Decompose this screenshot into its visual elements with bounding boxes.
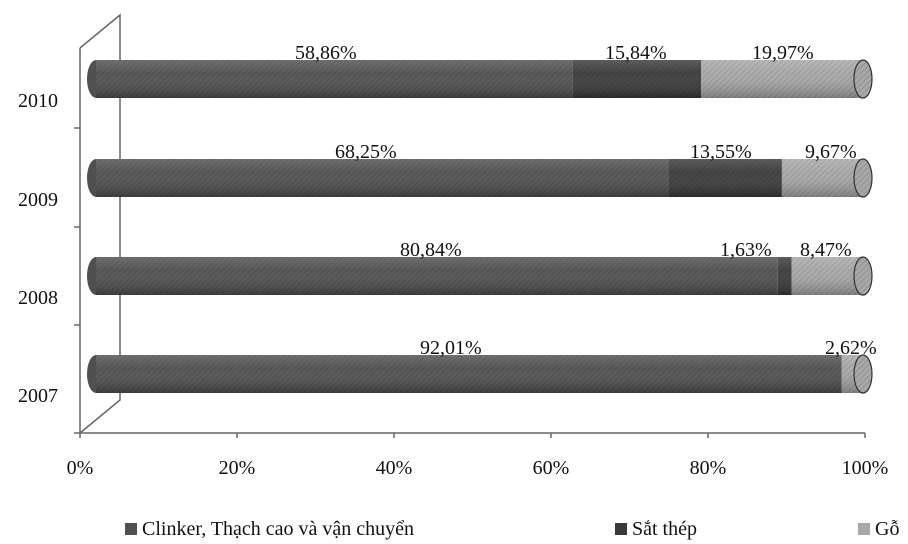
y-tick-label: 2009	[18, 189, 58, 211]
x-tick-label: 100%	[842, 457, 889, 479]
y-tick-label: 2008	[18, 287, 58, 309]
bar-right-cap-texture	[854, 257, 872, 295]
bar-segment-shading	[781, 159, 863, 197]
data-label: 68,25%	[335, 141, 397, 163]
chart-axes	[74, 13, 866, 438]
chart-legend: Clinker, Thạch cao và vận chuyển Sắt thép…	[125, 518, 899, 540]
data-label: 1,63%	[720, 239, 772, 261]
x-tick-label: 20%	[219, 457, 256, 479]
bar-segment-shading	[96, 355, 842, 393]
legend-label: Clinker, Thạch cao và vận chuyển	[142, 518, 414, 540]
bar-segment-shading	[791, 257, 863, 295]
data-label: 58,86%	[295, 42, 357, 64]
data-label: 8,47%	[800, 239, 852, 261]
bar-right-cap-texture	[854, 60, 872, 98]
x-tick-label: 0%	[67, 457, 94, 479]
bar-segment-shading	[777, 257, 792, 295]
legend-swatch	[125, 523, 137, 535]
legend-label: Sắt thép	[632, 518, 697, 540]
bar-segment-shading	[572, 60, 702, 98]
data-label: 15,84%	[605, 42, 667, 64]
bar-right-cap-texture	[854, 355, 872, 393]
bar-segment-shading	[668, 159, 782, 197]
x-tick-label: 40%	[376, 457, 413, 479]
legend-label: Gỗ	[875, 518, 899, 540]
legend-item: Sắt thép	[615, 518, 697, 540]
x-tick-label: 60%	[533, 457, 570, 479]
x-tick-label: 80%	[690, 457, 727, 479]
y-tick-label: 2010	[18, 90, 58, 112]
legend-item: Gỗ	[858, 518, 899, 540]
data-label: 2,62%	[825, 337, 877, 359]
data-label: 80,84%	[400, 239, 462, 261]
bar-segment-shading	[96, 60, 573, 98]
bar-segment-shading	[96, 257, 778, 295]
data-label: 13,55%	[690, 141, 752, 163]
chart-axis-ticks: 2010 2009 2008 2007 0% 20% 40% 60% 80% 100%	[18, 90, 888, 479]
legend-swatch	[615, 523, 627, 535]
y-tick-label: 2007	[18, 385, 58, 407]
legend-swatch	[858, 523, 870, 535]
bar-segment-shading	[96, 159, 669, 197]
back-wall	[79, 13, 121, 434]
data-label: 92,01%	[420, 337, 482, 359]
bar-right-cap-texture	[854, 159, 872, 197]
chart-bars	[87, 59, 873, 394]
bar-segment-shading	[701, 60, 863, 98]
legend-item: Clinker, Thạch cao và vận chuyển	[125, 518, 414, 540]
data-label: 19,97%	[752, 42, 814, 64]
chart-data-labels: 58,86% 15,84% 19,97% 68,25% 13,55% 9,67% 80,84…	[295, 42, 877, 359]
data-label: 9,67%	[805, 141, 857, 163]
